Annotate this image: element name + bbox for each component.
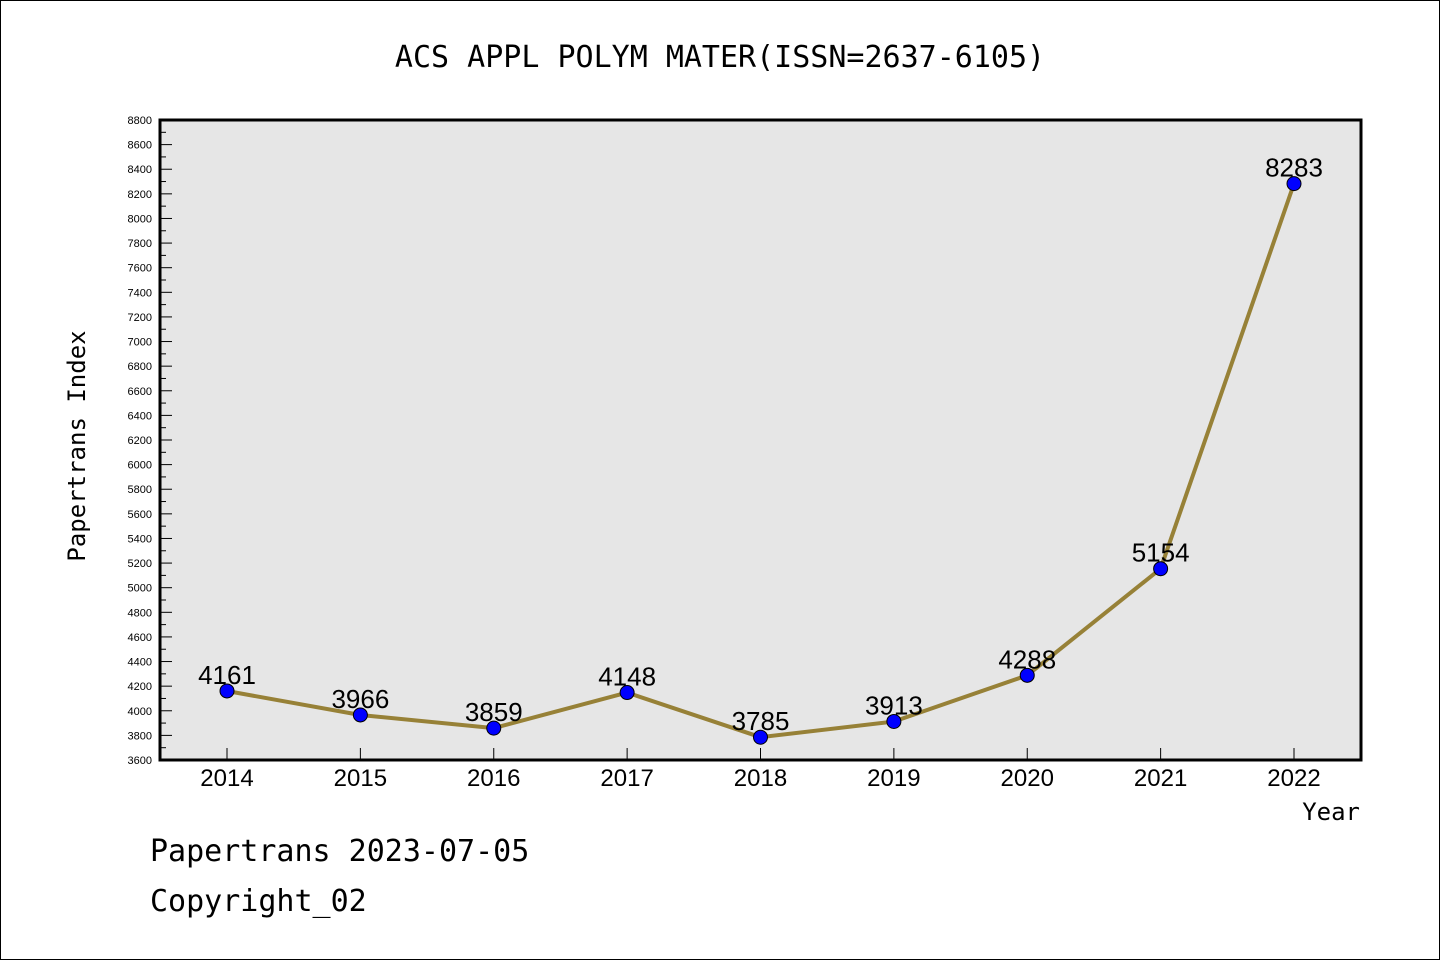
y-tick-label: 6600 xyxy=(128,386,152,398)
y-tick-label: 5400 xyxy=(128,533,152,545)
data-label: 4161 xyxy=(198,660,256,690)
footer-copyright: Copyright_02 xyxy=(150,884,367,919)
data-point xyxy=(1286,176,1302,192)
y-tick-label: 4400 xyxy=(128,657,152,669)
x-axis-label: Year xyxy=(1302,798,1360,826)
data-point xyxy=(1019,667,1035,683)
plot-area xyxy=(158,118,1363,762)
x-tick-label: 2021 xyxy=(1134,765,1187,792)
y-tick-label: 8000 xyxy=(128,213,152,225)
y-tick-label: 6400 xyxy=(128,410,152,422)
data-label: 8283 xyxy=(1265,153,1323,183)
y-tick-label: 3800 xyxy=(128,730,152,742)
data-point xyxy=(219,683,235,699)
x-tick-label: 2017 xyxy=(600,765,653,792)
y-tick-label: 5800 xyxy=(128,484,152,496)
data-label: 3785 xyxy=(732,706,790,736)
y-tick-label: 7800 xyxy=(128,238,152,250)
markers-group xyxy=(219,176,1302,745)
x-tick-label: 2022 xyxy=(1267,765,1320,792)
data-label: 4288 xyxy=(998,644,1056,674)
y-axis-label: Papertrans Index xyxy=(63,330,91,561)
data-label: 4148 xyxy=(598,662,656,692)
x-axis-ticks: 2014 2015 2016 2017 2018 2019 2020 2021 2022 xyxy=(200,748,1321,792)
y-tick-label: 5000 xyxy=(128,583,152,595)
x-tick-label: 2019 xyxy=(867,765,920,792)
data-point xyxy=(486,720,502,736)
x-tick-label: 2014 xyxy=(200,765,253,792)
data-labels-group: 4161 3966 3859 4148 3785 3913 4288 5154 8283 xyxy=(198,153,1323,737)
x-tick-label: 2018 xyxy=(734,765,787,792)
y-tick-label: 4600 xyxy=(128,632,152,644)
y-tick-label: 5200 xyxy=(128,558,152,570)
y-tick-label: 5600 xyxy=(128,509,152,521)
footer-date: Papertrans 2023-07-05 xyxy=(150,834,530,869)
y-tick-label: 8200 xyxy=(128,189,152,201)
data-label: 3966 xyxy=(331,684,389,714)
x-tick-label: 2016 xyxy=(467,765,520,792)
y-axis-ticks: 3600 3800 4000 4200 4400 4600 4800 5000 5200 5400… xyxy=(128,115,172,767)
x-tick-label: 2015 xyxy=(334,765,387,792)
y-tick-label: 8800 xyxy=(128,115,152,127)
y-tick-label: 3600 xyxy=(128,755,152,767)
y-tick-label: 7400 xyxy=(128,287,152,299)
data-point xyxy=(753,729,768,745)
y-tick-label: 6000 xyxy=(128,460,152,472)
y-tick-label: 8600 xyxy=(128,140,152,152)
y-tick-label: 7200 xyxy=(128,312,152,324)
data-point xyxy=(619,685,635,701)
data-point xyxy=(1153,561,1169,577)
y-tick-label: 8400 xyxy=(128,164,152,176)
data-label: 3859 xyxy=(465,697,523,727)
data-label: 3913 xyxy=(865,690,923,720)
x-tick-label: 2020 xyxy=(1001,765,1054,792)
y-tick-label: 7000 xyxy=(128,337,152,349)
data-point xyxy=(886,713,902,729)
chart-title: ACS APPL POLYM MATER(ISSN=2637-6105) xyxy=(395,40,1045,75)
y-tick-label: 7600 xyxy=(128,263,152,275)
y-tick-label: 4800 xyxy=(128,607,152,619)
y-tick-label: 6800 xyxy=(128,361,152,373)
y-tick-label: 6200 xyxy=(128,435,152,447)
data-label: 5154 xyxy=(1132,538,1190,568)
y-tick-label: 4000 xyxy=(128,706,152,718)
y-tick-label: 4200 xyxy=(128,681,152,693)
data-point xyxy=(352,707,368,723)
